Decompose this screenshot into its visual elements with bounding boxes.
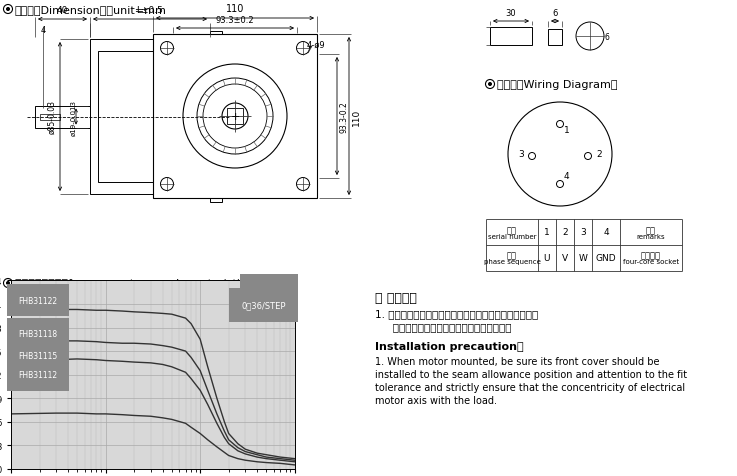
Text: +: +	[230, 112, 240, 122]
Circle shape	[7, 9, 10, 11]
Text: 3: 3	[580, 228, 586, 237]
Text: 3: 3	[518, 150, 524, 159]
Text: 6: 6	[605, 32, 610, 41]
Text: 93.3-0.2: 93.3-0.2	[340, 101, 349, 133]
Text: 接线图（Wiring Diagram）: 接线图（Wiring Diagram）	[497, 80, 618, 90]
Text: FHB31115: FHB31115	[18, 351, 57, 360]
Text: 110: 110	[226, 4, 244, 14]
Bar	[490, 28, 532, 46]
Text: 2: 2	[596, 150, 601, 159]
Text: 1: 1	[544, 228, 550, 237]
Bar	[153, 35, 317, 198]
Text: L±0.5: L±0.5	[136, 6, 164, 15]
Text: W: W	[579, 254, 587, 263]
Text: 备注: 备注	[646, 226, 656, 235]
Bar	[40, 114, 60, 120]
Text: 4: 4	[603, 228, 609, 237]
Bar	[227, 109, 243, 125]
Text: 差配合，严格保证电机轴与负载的同心度。: 差配合，严格保证电机轴与负载的同心度。	[383, 321, 511, 331]
Text: GND: GND	[595, 254, 616, 263]
Text: V: V	[562, 254, 568, 263]
Text: 1. 电机安装时务必用电机前端盖安装止口定位，并注意公: 1. 电机安装时务必用电机前端盖安装止口定位，并注意公	[375, 308, 538, 318]
Bar	[90, 40, 210, 195]
Text: ø19-0.013: ø19-0.013	[71, 99, 77, 135]
Text: 6: 6	[552, 9, 558, 18]
Text: 2: 2	[562, 228, 567, 237]
Text: 矩频特性曲线图（frequency–torque characteristics）: 矩频特性曲线图（frequency–torque characteristics…	[15, 278, 259, 288]
Text: ！ 注意事项: ！ 注意事项	[375, 291, 417, 304]
Text: 30: 30	[506, 9, 517, 18]
Text: FHB31118: FHB31118	[18, 329, 57, 338]
Bar	[35, 106, 90, 128]
Text: 110: 110	[352, 108, 361, 125]
Text: motor axis with the load.: motor axis with the load.	[375, 395, 497, 405]
Circle shape	[489, 83, 492, 86]
Text: serial number: serial number	[488, 234, 537, 239]
Text: 4-ø9: 4-ø9	[307, 41, 326, 50]
Text: 相序: 相序	[507, 250, 517, 259]
Text: 4: 4	[41, 26, 46, 35]
Text: 四芯插座: 四芯插座	[641, 250, 661, 259]
Text: 93.3±0.2: 93.3±0.2	[216, 16, 254, 25]
Text: 序号: 序号	[507, 226, 517, 235]
Bar	[548, 30, 562, 46]
Text: 4: 4	[564, 172, 570, 181]
Text: 40: 40	[57, 6, 69, 15]
Bar	[98, 52, 202, 183]
Text: installed to the seam allowance position and attention to the fit: installed to the seam allowance position…	[375, 369, 687, 379]
Text: 1: 1	[564, 126, 570, 135]
Text: four-core socket: four-core socket	[623, 258, 679, 265]
Circle shape	[7, 282, 10, 285]
Text: AC220V: AC220V	[253, 287, 286, 296]
Text: phase sequence: phase sequence	[483, 258, 540, 265]
Text: FHB31122: FHB31122	[18, 296, 57, 305]
Text: remarks: remarks	[637, 234, 666, 239]
Text: 1. When motor mounted, be sure its front cover should be: 1. When motor mounted, be sure its front…	[375, 356, 660, 366]
Text: FHB31112: FHB31112	[18, 370, 57, 379]
Text: tolerance and strictly ensure that the concentricity of electrical: tolerance and strictly ensure that the c…	[375, 382, 685, 392]
Text: U: U	[544, 254, 551, 263]
Bar	[210, 32, 222, 203]
Text: 外形图（Dimension）：unit=mm: 外形图（Dimension）：unit=mm	[15, 5, 167, 15]
Text: Installation precaution：: Installation precaution：	[375, 341, 523, 351]
Text: 0．36/STEP: 0．36/STEP	[241, 300, 286, 309]
Text: ø85-0.03: ø85-0.03	[48, 100, 57, 134]
